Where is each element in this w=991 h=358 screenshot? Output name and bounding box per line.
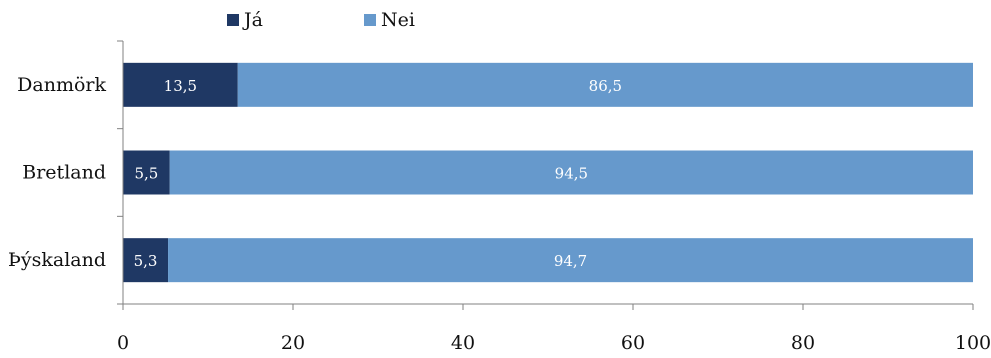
data-label-ja-0: 13,5 <box>164 77 197 95</box>
x-tick-label-1: 20 <box>281 332 305 354</box>
legend-item-nei: Nei <box>364 9 415 31</box>
data-label-ja-1: 5,5 <box>134 165 158 183</box>
legend: Já Nei <box>0 9 991 33</box>
x-tick-label-3: 60 <box>621 332 645 354</box>
bar-nei-1 <box>169 150 973 195</box>
data-label-nei-1: 94,5 <box>555 165 588 183</box>
data-label-ja-2: 5,3 <box>134 252 158 270</box>
x-tick-label-4: 80 <box>791 332 815 354</box>
bar-nei-2 <box>168 238 974 283</box>
legend-swatch-ja <box>227 14 239 26</box>
legend-label-ja: Já <box>244 9 263 31</box>
bar-ja-0 <box>123 62 238 107</box>
x-tick-label-0: 0 <box>117 332 129 354</box>
data-label-nei-0: 86,5 <box>589 77 622 95</box>
legend-label-nei: Nei <box>381 9 415 31</box>
bar-ja-2 <box>123 238 169 283</box>
x-tick-label-5: 100 <box>955 332 991 354</box>
legend-swatch-nei <box>364 14 376 26</box>
x-tick-label-2: 40 <box>451 332 475 354</box>
category-label-2: Þýskaland <box>8 249 106 271</box>
legend-item-ja: Já <box>227 9 263 31</box>
bar-ja-1 <box>123 150 170 195</box>
bar-nei-0 <box>237 62 973 107</box>
category-label-0: Danmörk <box>17 74 106 96</box>
data-label-nei-2: 94,7 <box>554 252 587 270</box>
category-label-1: Bretland <box>22 162 106 184</box>
